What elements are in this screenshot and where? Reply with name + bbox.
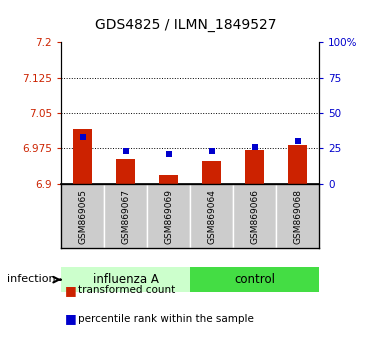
Text: control: control (234, 273, 275, 286)
Bar (61, 184, 104, 248)
Bar (245, 150, 264, 184)
Text: influenza A: influenza A (93, 273, 159, 286)
Point (166, 151, 172, 157)
Bar (190, 267, 319, 292)
Text: GSM869066: GSM869066 (250, 189, 259, 244)
Point (209, 148, 214, 154)
Text: GSM869065: GSM869065 (78, 189, 87, 244)
Text: transformed count: transformed count (78, 285, 175, 295)
Text: GSM869064: GSM869064 (207, 189, 216, 244)
Point (123, 148, 129, 154)
Point (252, 144, 257, 150)
Bar (147, 184, 190, 248)
Bar (276, 184, 319, 248)
Text: GSM869068: GSM869068 (293, 189, 302, 244)
Point (295, 138, 301, 144)
Bar (104, 184, 147, 248)
Bar (202, 161, 221, 184)
Text: GDS4825 / ILMN_1849527: GDS4825 / ILMN_1849527 (95, 18, 276, 32)
Bar (73, 129, 92, 184)
Text: GSM869069: GSM869069 (164, 189, 173, 244)
Bar (190, 184, 233, 248)
Bar (116, 159, 135, 184)
Bar (159, 175, 178, 184)
Bar (288, 145, 307, 184)
Text: infection: infection (7, 274, 56, 284)
Point (80, 134, 86, 140)
Text: ■: ■ (65, 284, 77, 297)
Text: percentile rank within the sample: percentile rank within the sample (78, 314, 254, 324)
Bar (61, 267, 190, 292)
Bar (233, 184, 276, 248)
Text: GSM869067: GSM869067 (121, 189, 130, 244)
Text: ■: ■ (65, 312, 77, 325)
